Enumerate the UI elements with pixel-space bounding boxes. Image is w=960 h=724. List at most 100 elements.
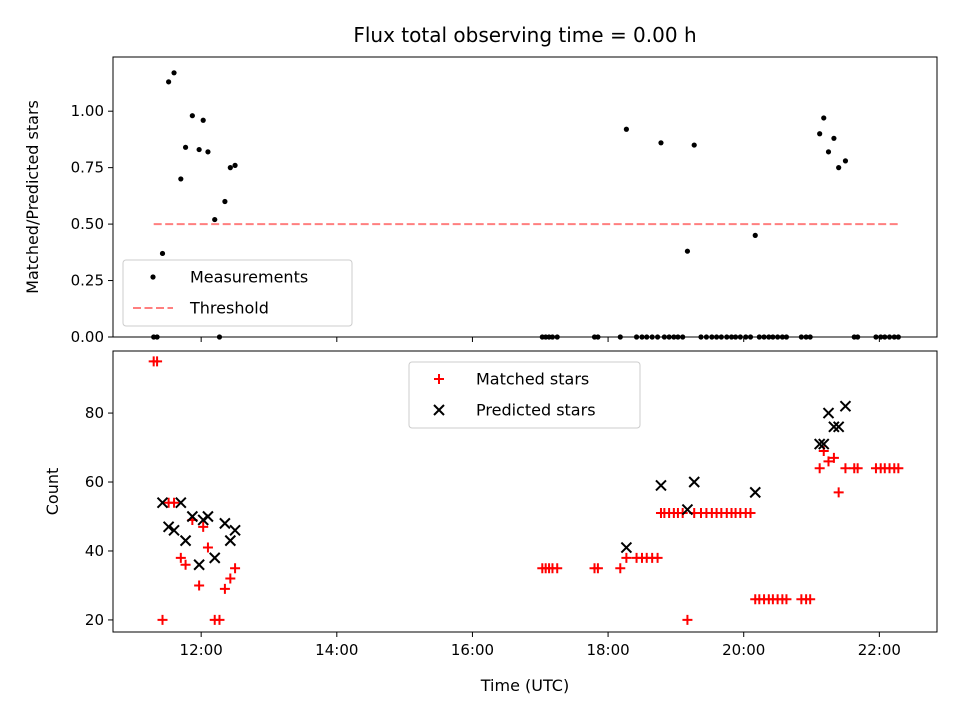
matched-stars-point: [175, 552, 186, 563]
predicted-stars-point: [193, 559, 205, 571]
measurements-point: [836, 165, 842, 171]
x-tick-label: 22:00: [858, 641, 901, 659]
top-panel-marks: [151, 70, 901, 340]
measurements-point: [222, 198, 228, 205]
matched-stars-point: [840, 463, 851, 474]
measurements-point: [703, 334, 710, 340]
measurements-point: [732, 334, 739, 340]
predicted-stars-point: [818, 438, 830, 450]
bottom-y-axis-label: Count: [43, 468, 62, 516]
x-tick-label: 18:00: [586, 641, 629, 659]
matched-stars-point: [615, 563, 626, 574]
predicted-stars-point: [681, 503, 694, 516]
measurements-point: [728, 334, 735, 340]
measurements-point: [205, 149, 211, 155]
top-y-axis-label: Matched/Predicted stars: [23, 100, 42, 294]
measurements-point: [595, 334, 601, 340]
measurements-point: [803, 334, 809, 340]
measurements-point: [227, 165, 233, 171]
measurements-point: [554, 334, 560, 340]
legend-label: Measurements: [190, 268, 308, 287]
measurements-point: [658, 140, 664, 146]
bottom-legend: Matched stars Predicted stars: [408, 361, 641, 429]
predicted-stars-point: [229, 524, 241, 536]
matched-stars-point: [828, 452, 839, 463]
measurements-point: [855, 334, 861, 340]
predicted-stars-point: [175, 496, 187, 509]
y-tick-label: 20: [85, 611, 104, 629]
measurements-point: [216, 334, 223, 340]
measurements-point: [189, 113, 195, 119]
bottom-panel-frame: [112, 350, 938, 633]
matched-stars-point: [230, 563, 241, 574]
measurements-point: [182, 144, 189, 150]
measurements-point: [212, 216, 218, 223]
measurements-point: [831, 135, 837, 141]
predicted-stars-point: [156, 496, 169, 509]
measurements-point: [671, 334, 677, 340]
legend-handle: [434, 374, 444, 384]
predicted-stars-point: [655, 479, 667, 492]
measurements-point: [633, 334, 640, 340]
y-tick-label: 0.50: [71, 215, 104, 233]
x-tick-label: 16:00: [451, 641, 494, 659]
measurements-point: [825, 149, 832, 155]
legend-label: Matched stars: [476, 370, 589, 389]
measurements-point: [783, 334, 790, 340]
measurements-point: [878, 334, 884, 340]
matched-stars-point: [592, 563, 603, 574]
predicted-stars-point: [162, 521, 175, 533]
legend-handle: [433, 404, 445, 416]
measurements-point: [743, 334, 749, 340]
matched-stars-point: [652, 552, 663, 563]
measurements-point: [891, 334, 897, 340]
matched-stars-point: [198, 521, 209, 532]
measurements-point: [232, 162, 238, 168]
measurements-point: [661, 334, 667, 340]
measurements-point: [770, 334, 776, 340]
bottom-panel: 20 40 60 80 12:00 14:00 16:00 18:00 20:00 22:00 C…: [43, 350, 938, 695]
y-tick-label: 60: [85, 473, 104, 491]
y-tick-label: 0.00: [71, 328, 104, 346]
measurements-point: [549, 334, 556, 340]
measurements-point: [842, 158, 849, 164]
measurements-point: [752, 232, 758, 238]
measurements-point: [775, 334, 781, 340]
predicted-stars-point: [688, 476, 700, 488]
chart-title: Flux total observing time = 0.00 h: [353, 23, 696, 47]
measurements-point: [747, 334, 754, 340]
measurements-point: [680, 334, 686, 340]
matched-stars-point: [621, 552, 632, 563]
x-axis-label: Time (UTC): [480, 676, 569, 695]
matched-stars-point: [805, 594, 816, 605]
y-tick-label: 0.25: [71, 272, 104, 290]
matched-stars-point: [745, 508, 756, 519]
measurements-point: [821, 115, 827, 121]
top-legend: Measurements Threshold: [122, 259, 353, 327]
measurements-point: [623, 126, 629, 132]
measurements-point: [166, 79, 172, 85]
matched-stars-point: [219, 583, 230, 594]
measurements-point: [798, 334, 804, 340]
predicted-stars-point: [828, 421, 840, 433]
measurements-point: [691, 142, 697, 148]
y-tick-label: 1.00: [71, 102, 104, 120]
predicted-stars-point: [620, 541, 633, 554]
predicted-stars-point: [202, 510, 214, 523]
y-tick-label: 80: [85, 404, 104, 422]
predicted-stars-point: [209, 552, 221, 564]
measurements-point: [882, 334, 888, 340]
measurements-point: [737, 334, 743, 340]
legend-box: [408, 361, 641, 429]
predicted-stars-point: [839, 400, 852, 412]
top-panel-ticks: 0.00 0.25 0.50 0.75 1.00: [71, 102, 880, 346]
x-tick-label: 14:00: [315, 641, 358, 659]
predicted-stars-point: [224, 534, 237, 547]
measurements-point: [766, 334, 772, 340]
matched-stars-point: [893, 463, 904, 474]
predicted-stars-point: [813, 438, 826, 450]
measurements-point: [644, 334, 650, 340]
top-panel: 0.00 0.25 0.50 0.75 1.00 Matched/Predicted s…: [23, 56, 938, 346]
top-panel-frame: [112, 56, 938, 338]
